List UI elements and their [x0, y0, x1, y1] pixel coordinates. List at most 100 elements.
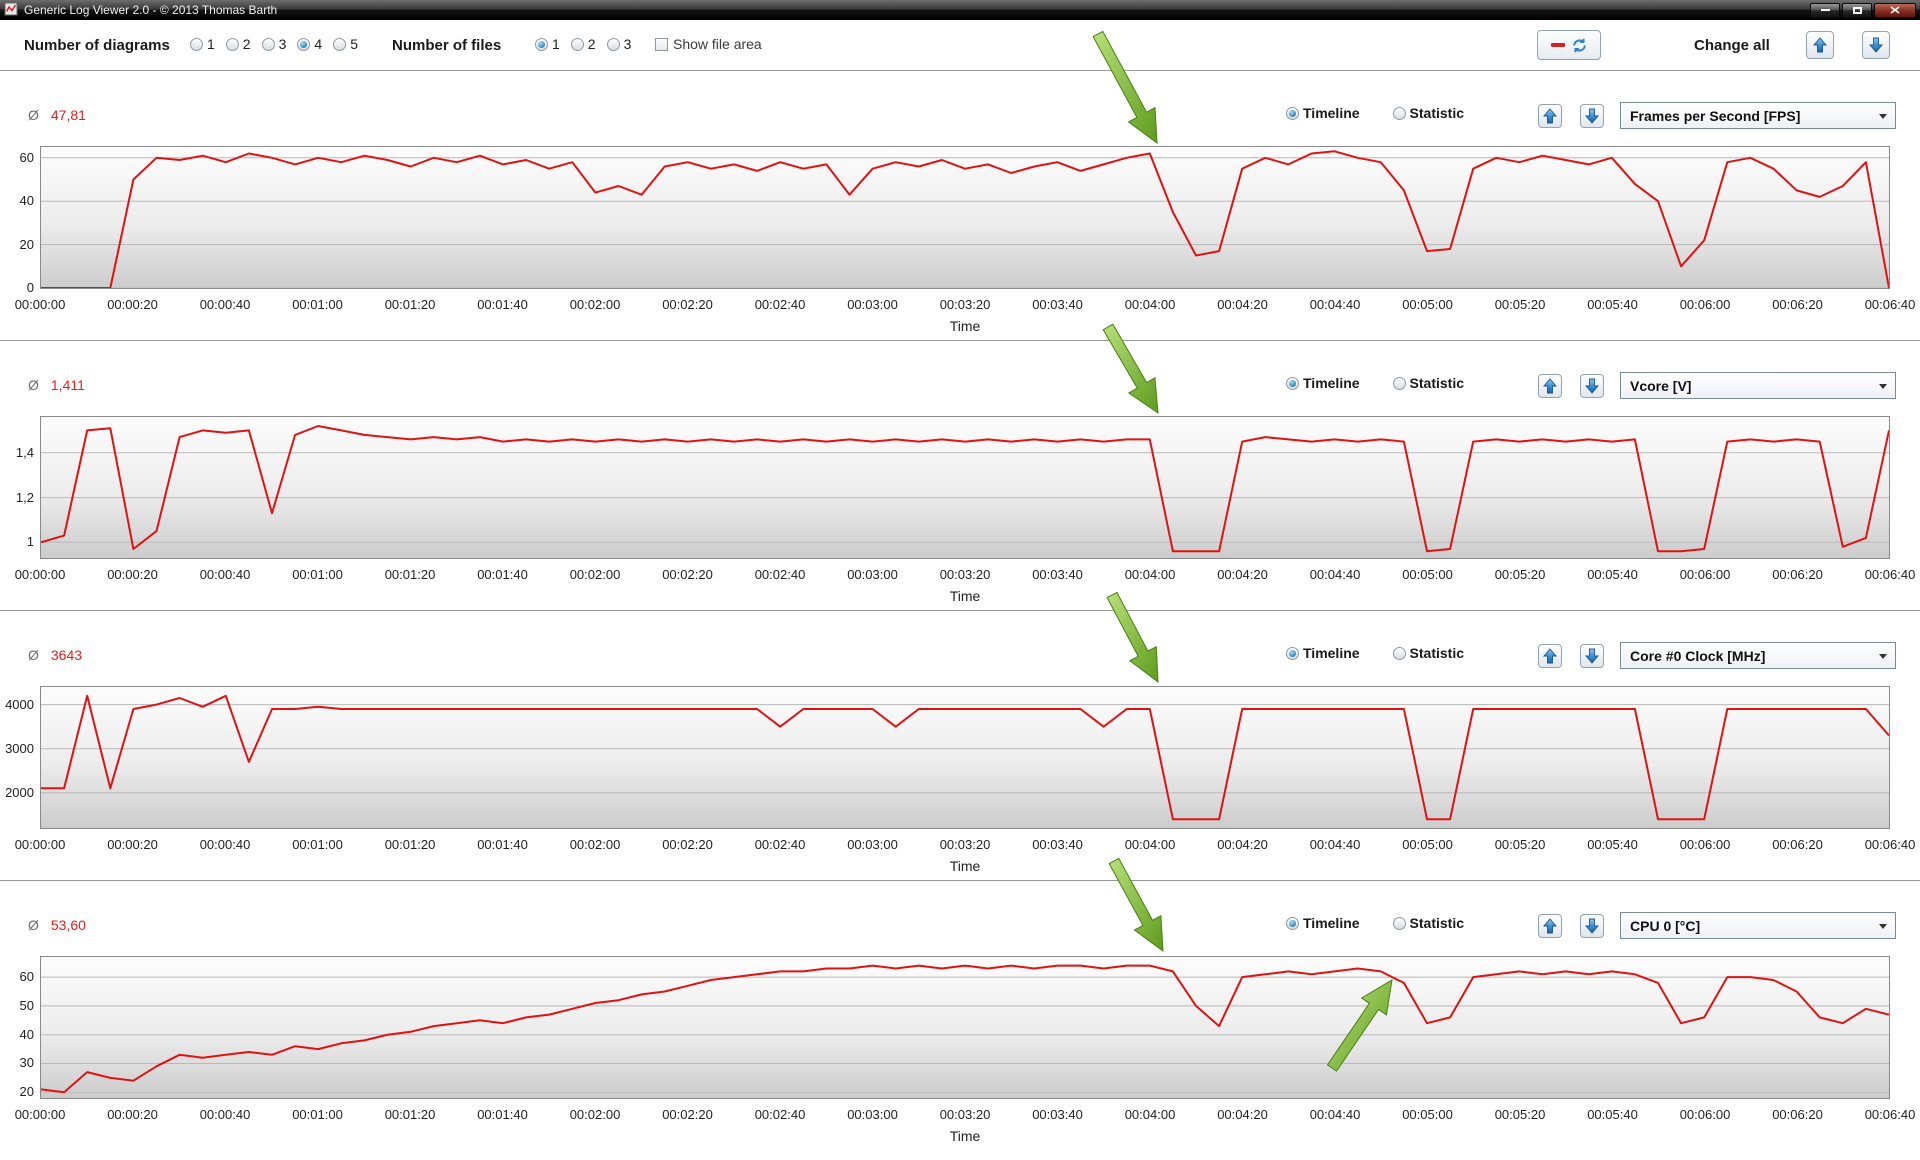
x-tick-label: 00:06:20 — [1772, 837, 1823, 852]
average-symbol: Ø — [28, 917, 39, 933]
x-tick-label: 00:02:40 — [754, 1107, 806, 1122]
statistic-radio[interactable]: Statistic — [1392, 375, 1464, 391]
statistic-radio[interactable]: Statistic — [1392, 915, 1464, 931]
file-count-radio-1[interactable]: 1 — [535, 36, 560, 52]
y-tick-label: 0 — [26, 280, 34, 295]
diagram-count-radio-1[interactable]: 1 — [190, 36, 215, 52]
radio-icon — [297, 37, 311, 51]
change-all-up-button[interactable] — [1806, 31, 1834, 59]
radio-icon — [333, 37, 347, 51]
mode-radios: Timeline Statistic — [1286, 915, 1464, 931]
remove-refresh-button[interactable] — [1537, 30, 1601, 60]
up-arrow-icon — [1543, 378, 1557, 394]
metric-dropdown[interactable]: Core #0 Clock [MHz] — [1620, 642, 1896, 669]
x-tick-label: 00:00:40 — [199, 837, 251, 852]
move-down-button[interactable] — [1580, 914, 1604, 938]
series-line — [41, 694, 1889, 821]
timeline-radio[interactable]: Timeline — [1286, 105, 1360, 121]
x-tick-label: 00:06:20 — [1772, 297, 1823, 312]
move-down-button[interactable] — [1580, 644, 1604, 668]
x-tick-label: 00:03:00 — [847, 837, 898, 852]
file-count-radio-2[interactable]: 2 — [570, 36, 596, 52]
show-file-area-checkbox[interactable]: Show file area — [655, 36, 762, 52]
file-count-radio-3[interactable]: 3 — [606, 36, 631, 52]
metric-dropdown-value: Vcore [V] — [1630, 377, 1692, 394]
x-tick-label: 00:06:40 — [1864, 297, 1916, 312]
y-tick-label: 30 — [19, 1055, 34, 1071]
minimize-button[interactable] — [1810, 2, 1840, 18]
move-up-button[interactable] — [1538, 374, 1562, 398]
diagram-count-radio-2[interactable]: 2 — [225, 36, 251, 52]
maximize-button[interactable] — [1842, 2, 1872, 18]
x-tick-label: 00:03:40 — [1032, 837, 1083, 852]
toolbar: Number of diagrams 1 2 3 4 5 Number of files… — [0, 20, 1920, 70]
x-tick-label: 00:00:20 — [107, 297, 158, 312]
statistic-label: Statistic — [1409, 645, 1465, 661]
metric-dropdown[interactable]: Frames per Second [FPS] — [1620, 102, 1896, 129]
dropdown-arrow-icon — [1879, 924, 1887, 929]
y-tick-label: 20 — [19, 236, 34, 252]
timeline-radio[interactable]: Timeline — [1286, 645, 1360, 661]
x-tick-label: 00:05:20 — [1494, 567, 1546, 582]
x-tick-label: 00:06:00 — [1679, 1107, 1731, 1122]
x-tick-label: 00:04:40 — [1309, 1107, 1361, 1122]
radio-icon — [606, 37, 620, 51]
x-tick-label: 00:04:00 — [1124, 1107, 1176, 1122]
x-tick-label: 00:05:00 — [1402, 297, 1453, 312]
metric-dropdown[interactable]: Vcore [V] — [1620, 372, 1896, 399]
move-up-button[interactable] — [1538, 914, 1562, 938]
x-tick-label: 00:01:00 — [292, 837, 343, 852]
statistic-radio[interactable]: Statistic — [1392, 105, 1464, 121]
dropdown-arrow-icon — [1879, 114, 1887, 119]
x-tick-label: 00:04:40 — [1309, 567, 1361, 582]
file-count-radios: 1 2 3 — [535, 36, 631, 52]
radio-label: 5 — [350, 36, 358, 52]
x-tick-label: 00:04:20 — [1217, 1107, 1268, 1122]
x-tick-label: 00:02:00 — [569, 297, 621, 312]
move-up-button[interactable] — [1538, 104, 1562, 128]
statistic-radio[interactable]: Statistic — [1392, 645, 1465, 661]
timeline-radio[interactable]: Timeline — [1286, 375, 1360, 391]
x-tick-label: 00:04:20 — [1217, 297, 1268, 312]
series-line — [41, 425, 1889, 553]
move-up-button[interactable] — [1538, 644, 1562, 668]
radio-icon — [1392, 106, 1406, 120]
x-tick-label: 00:03:20 — [939, 297, 991, 312]
y-tick-label: 1,4 — [15, 444, 34, 460]
chart-plot-area — [40, 146, 1890, 289]
x-axis-ticks: 00:00:00 00:00:20 00:00:40 00:01:00 00:01:20… — [15, 837, 1916, 853]
move-down-button[interactable] — [1580, 374, 1604, 398]
x-tick-label: 00:05:40 — [1587, 567, 1638, 582]
y-tick-label: 1,2 — [15, 489, 34, 505]
x-tick-label: 00:06:40 — [1864, 1107, 1916, 1122]
y-tick-label: 1 — [26, 534, 34, 550]
close-button[interactable] — [1874, 2, 1916, 18]
diagram-count-radio-3[interactable]: 3 — [261, 36, 287, 52]
diagram-count-radio-4[interactable]: 4 — [297, 36, 322, 52]
x-tick-label: 00:06:00 — [1679, 297, 1731, 312]
radio-icon — [261, 37, 275, 51]
x-tick-label: 00:04:00 — [1124, 837, 1176, 852]
metric-dropdown-value: Frames per Second [FPS] — [1630, 107, 1801, 124]
x-tick-label: 00:01:00 — [292, 1107, 343, 1122]
metric-dropdown[interactable]: CPU 0 [°C] — [1620, 912, 1896, 939]
average-number: 1,411 — [50, 377, 85, 393]
radio-icon — [1392, 916, 1406, 930]
x-tick-label: 00:06:00 — [1679, 837, 1731, 852]
files-label: Number of files — [392, 37, 502, 54]
radio-icon — [1286, 376, 1299, 390]
move-down-button[interactable] — [1580, 104, 1604, 128]
chart-panel-cpu-temp: Ø 53,60 Timeline Statistic CPU 0 [°C] 00:… — [0, 880, 1920, 1160]
radio-label: 3 — [278, 36, 287, 52]
radio-icon — [1286, 646, 1299, 660]
diagram-count-radio-5[interactable]: 5 — [333, 36, 358, 52]
x-tick-label: 00:05:00 — [1402, 837, 1453, 852]
change-all-down-button[interactable] — [1862, 31, 1890, 59]
x-tick-label: 00:01:40 — [477, 1107, 528, 1122]
x-tick-label: 00:00:00 — [14, 1107, 66, 1122]
average-value: Ø 1,411 — [28, 377, 85, 393]
timeline-radio[interactable]: Timeline — [1286, 915, 1360, 931]
x-tick-label: 00:06:20 — [1772, 1107, 1823, 1122]
down-arrow-icon — [1585, 108, 1599, 124]
y-tick-label: 2000 — [5, 784, 34, 800]
